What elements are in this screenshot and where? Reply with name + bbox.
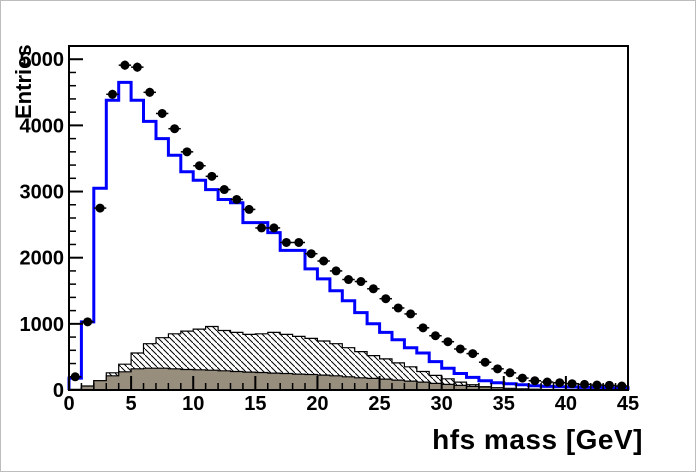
x-tick-label: 0 (63, 393, 74, 415)
data-point (592, 380, 602, 390)
y-tick-label: 2000 (20, 248, 65, 270)
data-point (430, 331, 440, 341)
data-point (107, 89, 117, 99)
data-point (393, 303, 403, 313)
x-axis: 0 5 10 15 20 25 30 35 40 45 (63, 376, 639, 415)
data-point (517, 373, 527, 383)
y-tick-label: 0 (53, 380, 64, 402)
data-point (555, 378, 565, 388)
y-tick-label: 1000 (20, 314, 65, 336)
data-point (344, 275, 353, 285)
data-point (145, 87, 155, 97)
x-tick-label: 10 (182, 393, 204, 415)
data-point (269, 223, 279, 233)
data-point (443, 337, 453, 347)
data-point (207, 171, 217, 181)
data-point (244, 204, 254, 214)
x-tick-label: 5 (126, 393, 137, 415)
data-point (182, 147, 192, 157)
y-axis: 0 1000 2000 3000 4000 5000 (20, 45, 83, 402)
x-tick-label: 15 (244, 393, 266, 415)
data-point (281, 237, 291, 247)
data-point (132, 62, 142, 72)
x-tick-label: 30 (431, 393, 453, 415)
data-point (617, 381, 627, 391)
data-point (331, 266, 341, 276)
data-point (83, 317, 93, 327)
data-point (567, 379, 577, 389)
data-point (468, 349, 478, 359)
y-tick-label: 5000 (20, 49, 65, 71)
data-point (381, 294, 391, 304)
data-points-series (69, 60, 628, 391)
data-point (257, 223, 267, 233)
data-point (530, 376, 540, 386)
data-point (505, 368, 515, 378)
data-point (542, 377, 552, 387)
data-point (232, 194, 242, 204)
data-point (418, 323, 428, 333)
data-point (219, 185, 229, 195)
data-point (170, 124, 180, 134)
x-tick-label: 20 (306, 393, 328, 415)
data-point (120, 60, 130, 70)
data-point (368, 284, 378, 294)
data-point (580, 379, 590, 389)
x-tick-label: 25 (368, 393, 390, 415)
x-tick-label: 40 (555, 393, 577, 415)
data-point (194, 161, 204, 171)
x-tick-label: 45 (617, 393, 639, 415)
data-point (319, 256, 329, 266)
data-point (157, 108, 167, 118)
data-point (406, 309, 416, 319)
plot-frame (68, 45, 629, 391)
data-point (356, 277, 366, 287)
data-point (306, 249, 316, 259)
y-tick-label: 3000 (20, 182, 65, 204)
x-tick-label: 35 (493, 393, 515, 415)
data-point (480, 357, 490, 367)
data-point (294, 237, 304, 247)
data-point (493, 364, 503, 374)
data-point (604, 380, 614, 390)
y-tick-label: 4000 (20, 115, 65, 137)
data-point (95, 203, 105, 213)
data-point (455, 344, 465, 354)
x-axis-title: hfs mass [GeV] (432, 424, 643, 455)
y-axis-title: Entries (11, 44, 36, 119)
